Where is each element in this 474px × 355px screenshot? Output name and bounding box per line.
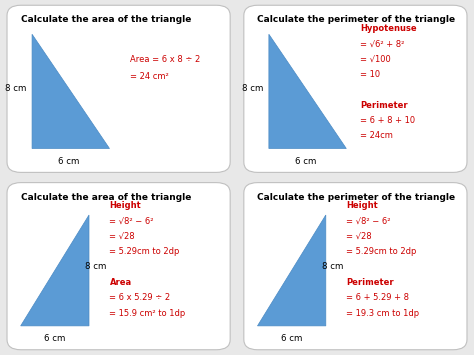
Text: 6 cm: 6 cm [44,334,65,343]
Text: Area = 6 x 8 ÷ 2: Area = 6 x 8 ÷ 2 [130,55,200,64]
Polygon shape [257,215,326,326]
Text: = 24cm: = 24cm [360,131,393,141]
FancyBboxPatch shape [7,182,230,350]
Text: Perimeter: Perimeter [360,101,408,110]
Text: = √8² − 6²: = √8² − 6² [109,217,154,226]
Text: Area: Area [109,278,132,287]
Polygon shape [32,34,109,148]
Polygon shape [21,215,89,326]
Text: = 10: = 10 [360,70,380,79]
Text: 6 cm: 6 cm [295,157,316,166]
Text: = √28: = √28 [109,232,135,241]
Text: = √28: = √28 [346,232,372,241]
FancyBboxPatch shape [7,5,230,173]
Text: = 6 x 5.29 ÷ 2: = 6 x 5.29 ÷ 2 [109,294,171,302]
Text: = 6 + 5.29 + 8: = 6 + 5.29 + 8 [346,294,409,302]
Text: 6 cm: 6 cm [281,334,302,343]
Text: = 5.29cm to 2dp: = 5.29cm to 2dp [109,247,180,256]
Text: 8 cm: 8 cm [322,262,343,271]
Text: = √8² − 6²: = √8² − 6² [346,217,391,226]
Text: Height: Height [109,201,141,211]
Text: 8 cm: 8 cm [242,84,264,93]
Text: Calculate the perimeter of the triangle: Calculate the perimeter of the triangle [257,16,456,24]
Text: = 6 + 8 + 10: = 6 + 8 + 10 [360,116,415,125]
Text: Perimeter: Perimeter [346,278,394,287]
FancyBboxPatch shape [244,5,467,173]
Text: = √100: = √100 [360,55,391,64]
Text: Height: Height [346,201,378,211]
Text: Calculate the area of the triangle: Calculate the area of the triangle [21,193,191,202]
Text: 8 cm: 8 cm [85,262,107,271]
Text: 8 cm: 8 cm [5,84,27,93]
Text: 6 cm: 6 cm [58,157,79,166]
Text: Calculate the area of the triangle: Calculate the area of the triangle [21,16,191,24]
Text: = 5.29cm to 2dp: = 5.29cm to 2dp [346,247,417,256]
Text: Calculate the perimeter of the triangle: Calculate the perimeter of the triangle [257,193,456,202]
Text: = 24 cm²: = 24 cm² [130,72,169,81]
Text: = √6² + 8²: = √6² + 8² [360,39,404,48]
Polygon shape [269,34,346,148]
Text: Hypotenuse: Hypotenuse [360,24,417,33]
Text: = 19.3 cm to 1dp: = 19.3 cm to 1dp [346,309,419,318]
Text: = 15.9 cm² to 1dp: = 15.9 cm² to 1dp [109,309,186,318]
FancyBboxPatch shape [244,182,467,350]
